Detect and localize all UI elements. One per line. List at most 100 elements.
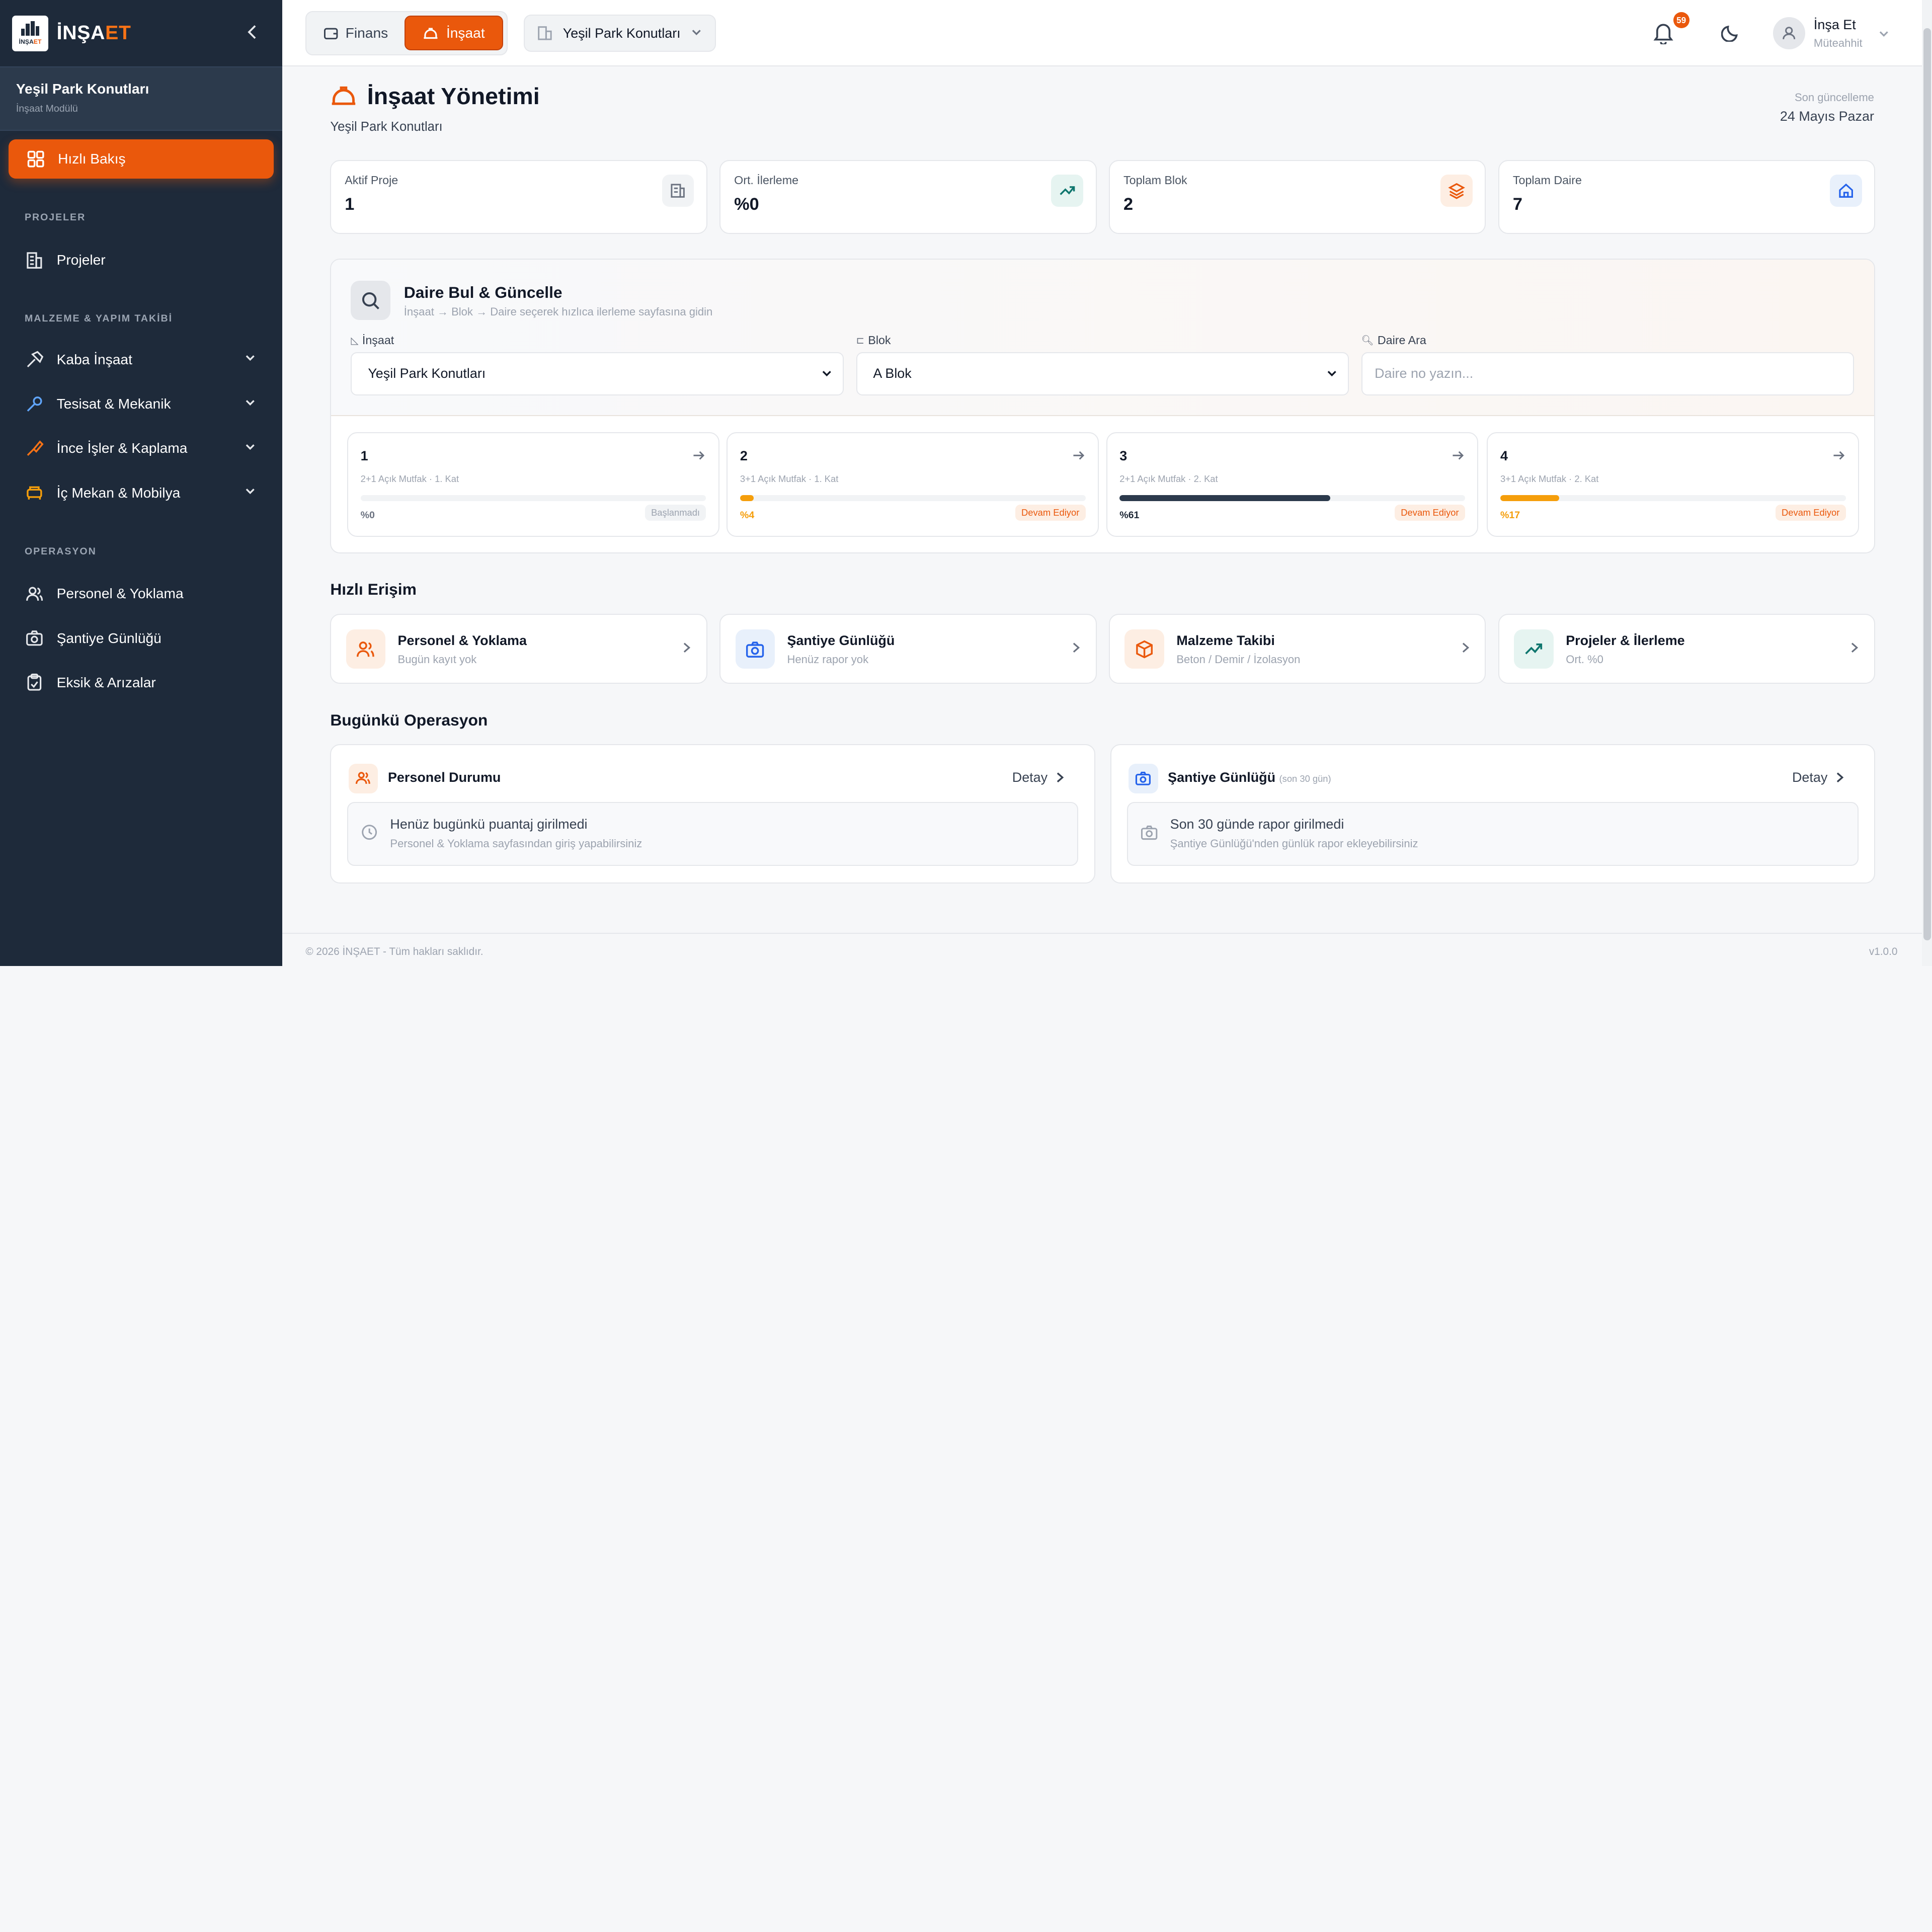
blok-select[interactable]: A Blok (856, 352, 1349, 395)
brand-logo: İNŞAET (12, 15, 48, 51)
sidebar-item-label: İç Mekan & Mobilya (56, 485, 181, 501)
sidebar-item-ic-mekan[interactable]: İç Mekan & Mobilya (25, 478, 259, 508)
sidebar-item-label: İnce İşler & Kaplama (56, 440, 188, 456)
progress-percent: %17 (1500, 509, 1520, 521)
chevron-right-icon (1852, 642, 1859, 653)
building-icon (25, 250, 44, 270)
module-finans-button[interactable]: Finans (310, 16, 401, 50)
hard-hat-icon (424, 28, 438, 39)
bell-icon[interactable] (1652, 21, 1674, 45)
sidebar-item-santiye[interactable]: Şantiye Günlüğü (25, 623, 259, 653)
finder-label-blok: ⊏ Blok (856, 334, 891, 347)
paint-brush-icon (25, 439, 44, 458)
apartment-finder-header: Daire Bul & Güncelle İnşaat → Blok → Dai… (331, 260, 1875, 417)
operations-heading: Bugünkü Operasyon (330, 711, 488, 730)
sidebar-item-label: Kaba İnşaat (56, 352, 132, 368)
module-insaat-button[interactable]: İnşaat (405, 16, 503, 50)
sidebar-item-tesisat[interactable]: Tesisat & Mekanik (25, 389, 259, 419)
quick-access-projeler[interactable]: Projeler & İlerleme Ort. %0 (1498, 613, 1876, 684)
module-insaat-label: İnşaat (446, 25, 485, 41)
user-role: Müteahhit (1813, 37, 1863, 50)
arrow-right-icon (1453, 451, 1464, 460)
footer-copyright: © 2026 İNŞAET - Tüm hakları saklıdır. (305, 946, 484, 958)
apartment-card[interactable]: 4 3+1 Açık Mutfak · 2. Kat %17 Devam Ediyor (1487, 432, 1860, 537)
chevron-right-icon (1836, 772, 1844, 783)
sidebar-collapse-button[interactable] (243, 22, 262, 42)
chevron-down-icon (246, 489, 255, 495)
apartment-card[interactable]: 1 2+1 Açık Mutfak · 1. Kat %0 Başlanmadı (347, 432, 719, 537)
sidebar-project-module: İnşaat Modülü (16, 103, 78, 115)
sidebar: İNŞAET İNŞAET Yeşil Park Konutları İnşaa… (0, 0, 282, 967)
quick-access-sub: Bugün kayıt yok (397, 653, 477, 666)
santiye-detail-link[interactable]: Detay (1792, 770, 1845, 785)
progress-percent: %61 (1119, 509, 1140, 521)
clipboard-check-icon (25, 673, 44, 692)
quick-access-sub: Beton / Demir / İzolasyon (1176, 653, 1301, 666)
empty-state: Son 30 günde rapor girilmedi Şantiye Gün… (1127, 801, 1859, 866)
operations-card-title: Personel Durumu (387, 770, 501, 785)
stat-value: %0 (734, 194, 759, 214)
scrollbar-thumb[interactable] (1923, 28, 1931, 940)
apartment-type: 2+1 Açık Mutfak · 2. Kat (1119, 473, 1218, 485)
chevron-right-icon (1073, 642, 1080, 653)
brand[interactable]: İNŞAET İNŞAET (0, 0, 282, 66)
empty-state: Henüz bugünkü puantaj girilmedi Personel… (347, 801, 1079, 866)
finder-label-text: İnşaat (362, 334, 394, 347)
topbar: Finans İnşaat Yeşil Park Konutları 59 İn… (282, 0, 1932, 67)
progress-fill (1500, 495, 1559, 501)
camera-icon (1141, 826, 1158, 840)
quick-access-title: Malzeme Takibi (1176, 633, 1275, 649)
stat-card-toplam-daire: Toplam Daire 7 (1498, 160, 1876, 234)
stat-card-ort-ilerleme: Ort. İlerleme %0 (719, 160, 1097, 234)
sidebar-item-hizli-bakis[interactable]: Hızlı Bakış (9, 139, 274, 179)
sidebar-item-eksik[interactable]: Eksik & Arızalar (25, 668, 259, 697)
sidebar-item-ince-isler[interactable]: İnce İşler & Kaplama (25, 434, 259, 463)
empty-state-title: Henüz bugünkü puantaj girilmedi (390, 816, 588, 832)
sidebar-item-label: Hızlı Bakış (58, 150, 126, 167)
detail-label: Detay (1792, 770, 1828, 785)
sidebar-item-personel[interactable]: Personel & Yoklama (25, 579, 259, 609)
insaat-select-value: Yeşil Park Konutları (368, 366, 486, 381)
sidebar-item-projeler[interactable]: Projeler (25, 245, 259, 275)
quick-access-title: Projeler & İlerleme (1566, 633, 1685, 649)
chevron-down-icon (692, 30, 701, 36)
stat-label: Toplam Blok (1123, 173, 1187, 187)
insaat-select[interactable]: Yeşil Park Konutları (351, 352, 844, 395)
chevron-down-icon[interactable] (1878, 28, 1890, 40)
apartment-card[interactable]: 3 2+1 Açık Mutfak · 2. Kat %61 Devam Ediyor (1106, 432, 1479, 537)
page-title-text: İnşaat Yönetimi (367, 83, 540, 110)
empty-state-sub: Personel & Yoklama sayfasından giriş yap… (390, 837, 642, 850)
module-finans-label: Finans (345, 25, 388, 41)
stat-label: Ort. İlerleme (734, 173, 799, 187)
logo-text-accent: ET (33, 38, 42, 46)
personel-detail-link[interactable]: Detay (1012, 770, 1065, 785)
camera-icon (1128, 763, 1158, 793)
sidebar-item-label: Şantiye Günlüğü (56, 630, 162, 646)
footer: © 2026 İNŞAET - Tüm hakları saklıdır. v1… (282, 932, 1932, 966)
home-icon (1830, 175, 1862, 207)
quick-access-santiye[interactable]: Şantiye Günlüğü Henüz rapor yok (719, 613, 1097, 684)
moon-icon[interactable] (1721, 24, 1740, 42)
chevron-down-icon (1327, 371, 1336, 377)
clock-icon (361, 825, 377, 840)
last-update-value: 24 Mayıs Pazar (1780, 108, 1874, 124)
finder-label-daire: 🔍︎ Daire Ara (1361, 334, 1426, 347)
page-subtitle: Yeşil Park Konutları (330, 119, 443, 134)
sidebar-item-kaba-insaat[interactable]: Kaba İnşaat (25, 345, 259, 375)
quick-access-malzeme[interactable]: Malzeme Takibi Beton / Demir / İzolasyon (1109, 613, 1486, 684)
chevron-right-icon (1057, 772, 1064, 783)
avatar[interactable] (1773, 17, 1805, 49)
chevron-right-icon (1462, 642, 1469, 653)
quick-access-sub: Henüz rapor yok (787, 653, 869, 666)
apartment-type: 2+1 Açık Mutfak · 1. Kat (360, 473, 459, 485)
apartment-card[interactable]: 2 3+1 Açık Mutfak · 1. Kat %4 Devam Ediyor (727, 432, 1099, 537)
arrow-right-icon (1833, 451, 1844, 460)
page-scrollbar[interactable] (1922, 0, 1932, 967)
quick-access-personel[interactable]: Personel & Yoklama Bugün kayıt yok (330, 613, 707, 684)
arrow-right-icon (693, 451, 705, 460)
trending-up-icon (1514, 629, 1554, 669)
project-select[interactable]: Yeşil Park Konutları (523, 15, 716, 52)
user-name: İnşa Et (1813, 17, 1856, 33)
daire-search-input[interactable] (1361, 352, 1855, 395)
stat-card-aktif-proje: Aktif Proje 1 (330, 160, 707, 234)
